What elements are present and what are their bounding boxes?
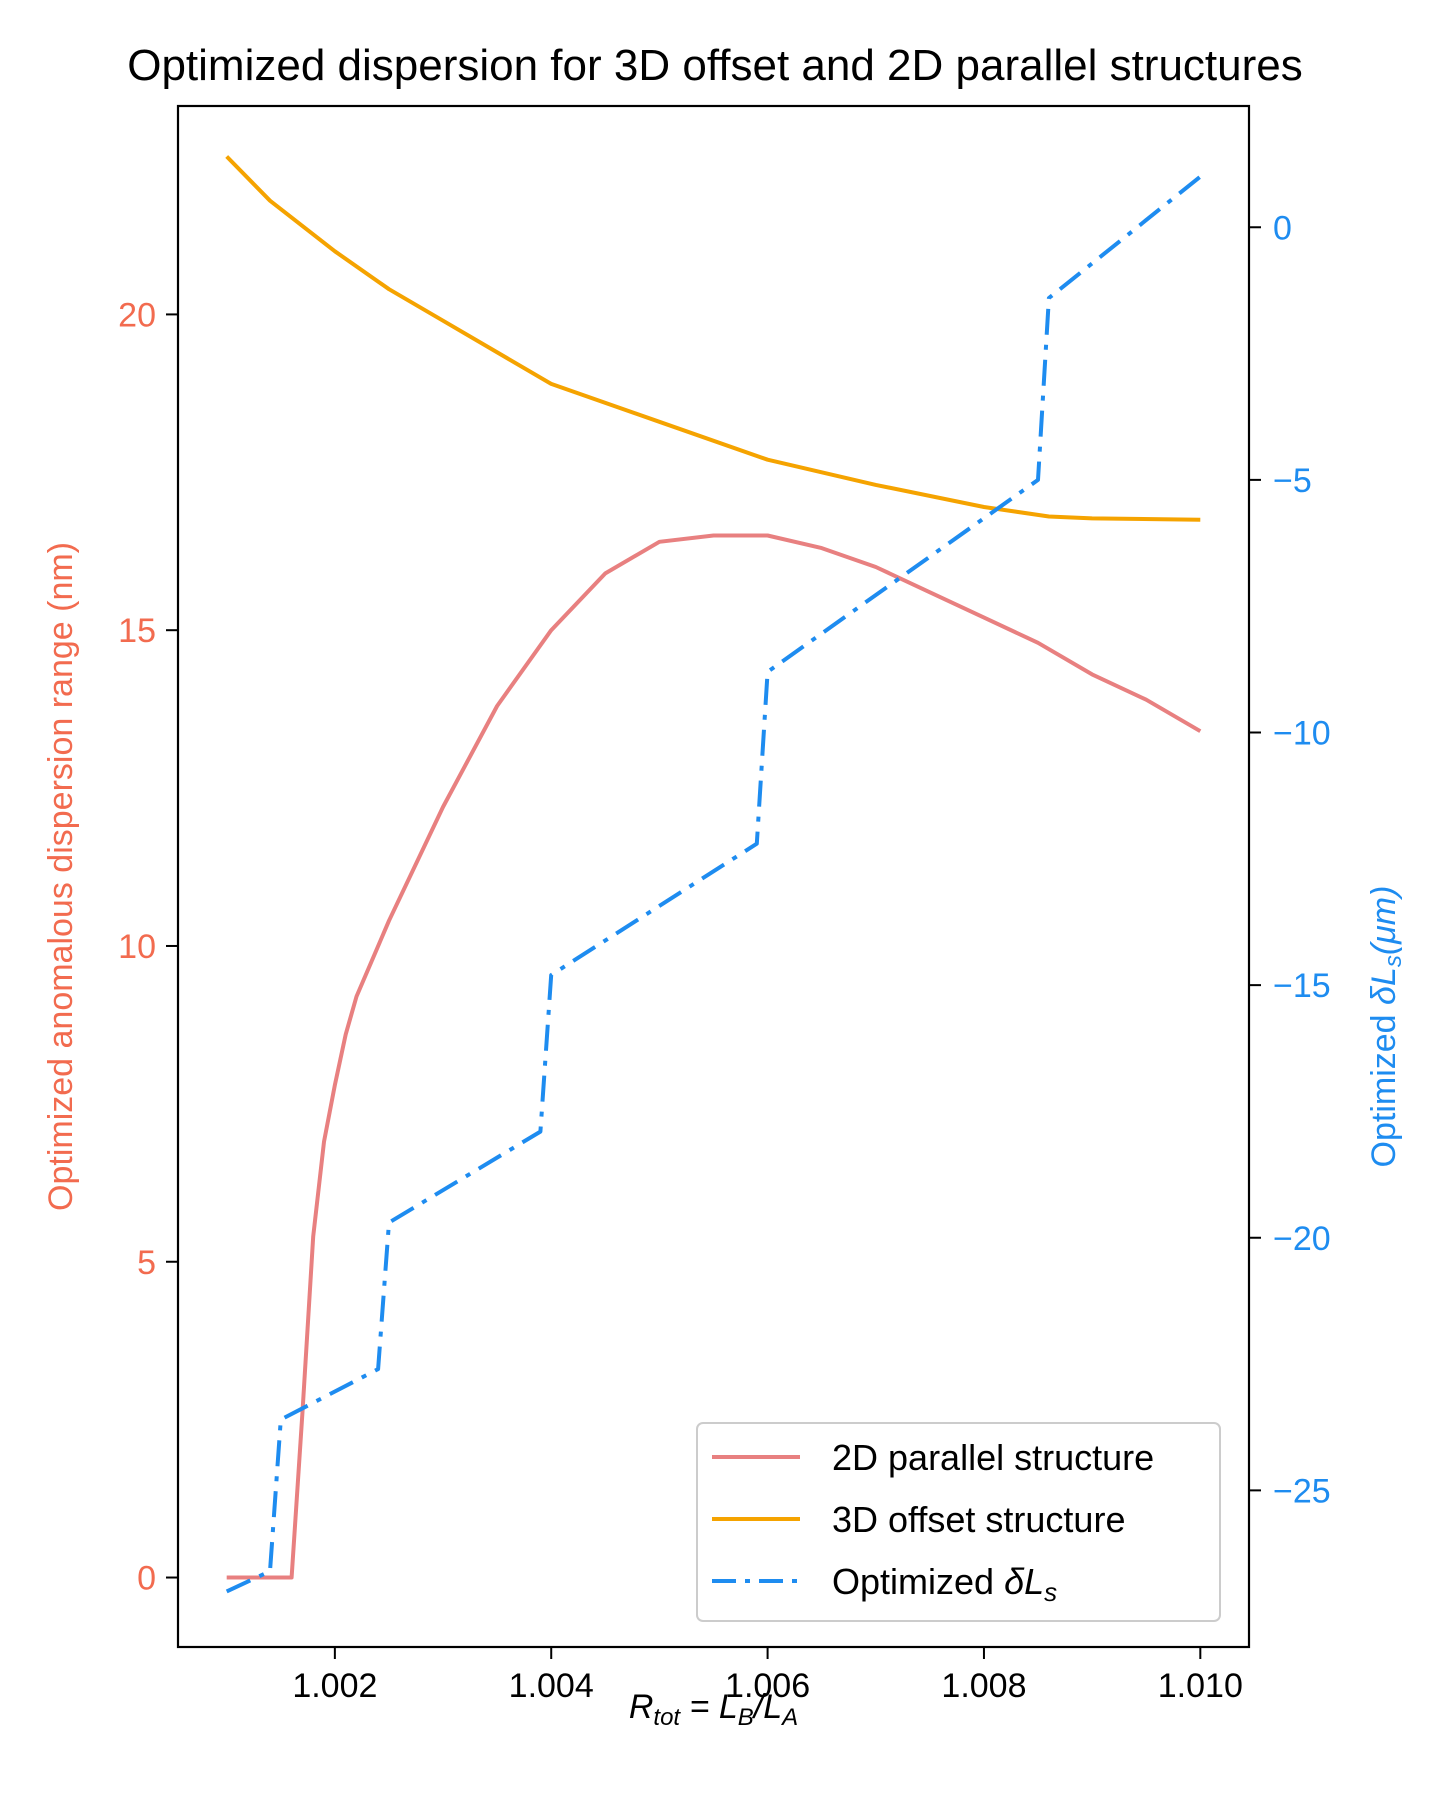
- series-3d-offset-line: [225, 155, 1201, 522]
- ticks-layer: 1.002 1.004 1.006 1.008 1.010 0 5 10 15 20 −25 −20 −…: [118, 209, 1331, 1705]
- series-2d-parallel-line: [226, 533, 1202, 1580]
- x-tick-label: 1.004: [509, 1667, 594, 1705]
- legend-box: [696, 1422, 1221, 1622]
- x-tick-label: 1.006: [725, 1667, 810, 1705]
- x-axis-label-sub2: B: [738, 1704, 754, 1731]
- series-layer: [225, 155, 1202, 1594]
- legend-label-dl: Optimized δLs: [832, 1561, 1057, 1607]
- y-axis-left-label: Optimized anomalous dispersion range (nm…: [42, 542, 80, 1211]
- x-tick-label: 1.008: [941, 1667, 1026, 1705]
- y-right-tick-label: 0: [1273, 209, 1292, 247]
- x-axis-label-slash: /L: [752, 1688, 782, 1726]
- y-axis-right-label: Optimized δLs(μm): [1365, 886, 1407, 1168]
- legend-label-dl-sub: s: [1044, 1577, 1057, 1607]
- y-left-tick-label: 5: [137, 1244, 156, 1282]
- x-axis-label-sub: tot: [653, 1704, 681, 1731]
- x-axis-label-eq: = L: [680, 1688, 738, 1726]
- chart-title: Optimized dispersion for 3D offset and 2…: [127, 41, 1303, 90]
- series-optimized-dl-line: [225, 175, 1202, 1594]
- y-right-tick-label: −10: [1273, 715, 1331, 753]
- legend-label-dl-prefix: Optimized: [832, 1561, 1004, 1602]
- y-right-tick-label: −15: [1273, 967, 1331, 1005]
- y-axis-right-label-symbol: δL: [1365, 967, 1403, 1005]
- y-left-tick-label: 0: [137, 1560, 156, 1598]
- legend: 2D parallel structure 3D offset structur…: [696, 1422, 1221, 1622]
- x-tick-label: 1.010: [1158, 1667, 1243, 1705]
- y-right-tick-label: −25: [1273, 1472, 1331, 1510]
- y-axis-right-label-unit: (μm): [1365, 886, 1403, 956]
- y-axis-right-label-sub: s: [1380, 955, 1407, 967]
- y-left-tick-label: 20: [118, 296, 156, 334]
- x-axis-label-sub3: A: [780, 1704, 798, 1731]
- x-tick-label: 1.002: [292, 1667, 377, 1705]
- y-right-tick-label: −5: [1273, 462, 1312, 500]
- legend-label-dl-symbol: δL: [1004, 1561, 1044, 1602]
- x-axis-label-base: R: [629, 1688, 654, 1726]
- plot-frame: [176, 104, 1251, 1649]
- y-right-tick-label: −20: [1273, 1220, 1331, 1258]
- legend-label-2d: 2D parallel structure: [832, 1437, 1154, 1478]
- y-axis-right-label-prefix: Optimized: [1365, 1005, 1403, 1168]
- legend-label-3d: 3D offset structure: [832, 1499, 1125, 1540]
- x-axis-label: Rtot = LB/LA: [629, 1688, 798, 1731]
- y-left-tick-label: 10: [118, 928, 156, 966]
- y-left-tick-label: 15: [118, 612, 156, 650]
